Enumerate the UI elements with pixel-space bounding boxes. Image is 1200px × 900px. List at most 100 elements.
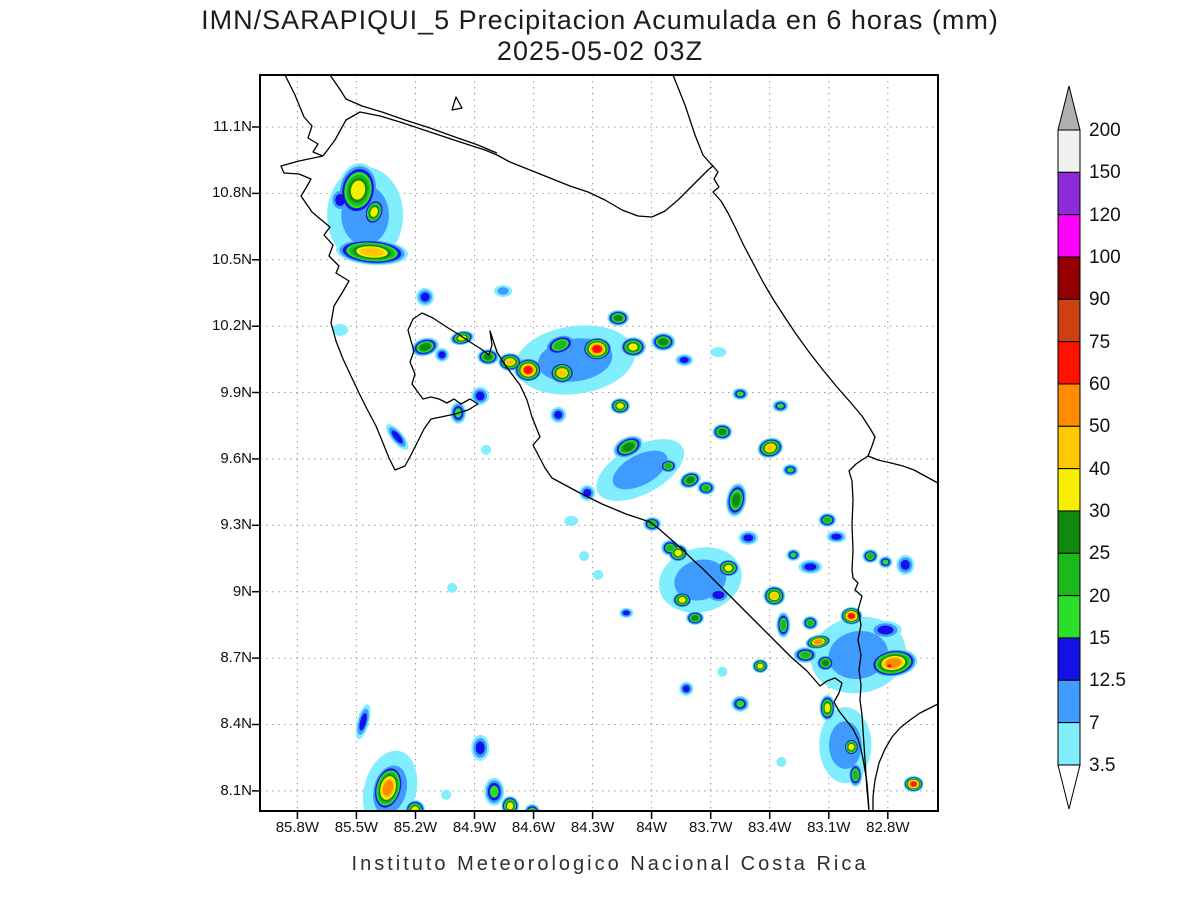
precip-contour (824, 703, 831, 713)
x-axis-label: 84.9W (452, 819, 497, 836)
precip-contour (743, 534, 754, 542)
outline-nicaragua-border (322, 111, 714, 218)
colorbar-segment (1057, 214, 1081, 258)
precip-contour (847, 613, 856, 619)
precip-contour (682, 685, 690, 693)
graticule-grid (260, 75, 938, 811)
precip-contour (438, 351, 446, 359)
precip-contour (807, 620, 814, 626)
precip-contour (579, 551, 590, 562)
colorbar-segment (1057, 722, 1081, 766)
precip-contour (814, 639, 823, 645)
precip-contour (497, 287, 509, 295)
colorbar-level-label: 30 (1089, 500, 1111, 522)
footer-institution: Instituto Meteorologico Nacional Costa R… (351, 853, 869, 875)
y-axis-label: 10.8N (211, 184, 252, 202)
y-axis-label: 10.5N (211, 250, 252, 268)
colorbar-level-label: 200 (1089, 120, 1121, 141)
colorbar-level-label: 50 (1089, 416, 1111, 438)
precip-contour (564, 515, 579, 526)
precip-contour (900, 559, 910, 570)
precip-contour (710, 347, 727, 358)
precip-contour (612, 450, 668, 490)
precip-contour (686, 476, 695, 484)
y-axis-label: 11.1N (213, 118, 252, 135)
colorbar-level-label: 7 (1089, 712, 1100, 734)
colorbar-level-label: 75 (1089, 331, 1111, 353)
x-axis-label: 83.7W (689, 819, 733, 836)
y-axis-label: 8.4N (220, 715, 252, 733)
precip-contour (419, 343, 431, 351)
precip-contour (718, 428, 727, 435)
precip-contour (475, 391, 485, 401)
y-axis-label: 8.7N (220, 649, 252, 667)
precip-contour (804, 563, 817, 571)
precip-contour (350, 180, 366, 200)
colorbar-segment (1057, 552, 1081, 597)
y-axis-label: 10.2N (211, 317, 252, 335)
colorbar-above-arrow (1057, 85, 1081, 131)
precip-contour (658, 338, 668, 346)
precip-contour (593, 569, 604, 580)
y-axis-label: 9.3N (220, 516, 252, 534)
colorbar-segment (1057, 383, 1081, 427)
chart-title: IMN/SARAPIQUI_5 Precipitacion Acumulada … (201, 5, 999, 35)
precip-contour (786, 467, 794, 473)
precip-contour (717, 666, 728, 677)
precip-contour (736, 391, 744, 397)
outline-caribbean-coast (672, 75, 938, 484)
colorbar-below-arrow (1057, 764, 1081, 810)
colorbar-level-label: 15 (1089, 627, 1111, 649)
precip-contour (592, 345, 602, 353)
precip-contour (447, 582, 458, 593)
y-axis-label: 9.6N (220, 449, 252, 467)
colorbar-segment (1057, 679, 1081, 724)
plot-border (259, 74, 939, 812)
colorbar-segment (1057, 595, 1081, 639)
colorbar-level-label: 20 (1089, 585, 1111, 607)
precip-contour (506, 358, 515, 366)
colorbar-segment (1057, 468, 1081, 512)
colorbar-level-label: 40 (1089, 458, 1111, 480)
y-axis-label: 9.9N (220, 383, 252, 401)
outline-panama-border (848, 455, 870, 811)
precip-contour (391, 430, 403, 444)
precip-contour (664, 463, 672, 469)
outline-costa-rica-coast (280, 155, 870, 811)
outline-island (451, 96, 463, 111)
colorbar-segment (1057, 510, 1081, 554)
x-axis-label: 85.8W (275, 819, 320, 836)
colorbar-segment (1057, 129, 1081, 173)
precip-contour (506, 802, 514, 810)
precip-contour (765, 444, 775, 452)
colorbar-segment (1057, 256, 1081, 300)
chart-subtitle-datetime: 2025-05-02 03Z (496, 36, 704, 66)
x-axis-label: 83.4W (748, 819, 792, 836)
precip-contour (887, 664, 892, 668)
precip-contour (757, 663, 764, 669)
precip-contour (867, 553, 874, 559)
colorbar-level-label: 100 (1089, 246, 1121, 268)
precip-contour (736, 700, 745, 708)
precip-contour (616, 403, 624, 409)
outline-burica-east-coast (872, 703, 938, 811)
precip-contour (691, 615, 699, 621)
precip-contour (484, 353, 493, 360)
precip-contour (848, 743, 855, 751)
colorbar-level-label: 150 (1089, 162, 1121, 184)
precip-contour (852, 770, 859, 780)
precip-contour (823, 517, 832, 523)
colorbar-graphic (1057, 85, 1081, 810)
precip-contour (441, 789, 452, 800)
x-axis-label: 83.1W (807, 819, 851, 836)
colorbar-level-label: 25 (1089, 543, 1111, 565)
map-plot-area (252, 74, 939, 819)
precip-contour (770, 592, 779, 600)
precip-contour (882, 559, 889, 565)
precip-contour (523, 366, 533, 374)
colorbar-segment (1057, 637, 1081, 681)
x-axis-label: 82.8W (866, 819, 910, 836)
precip-contour (554, 410, 563, 419)
precip-contour (382, 780, 394, 796)
